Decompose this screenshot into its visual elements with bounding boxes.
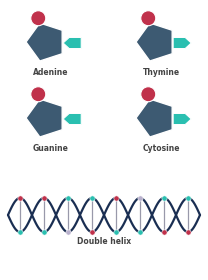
Text: Thymine: Thymine xyxy=(142,68,180,77)
Polygon shape xyxy=(136,99,172,137)
Polygon shape xyxy=(63,113,81,125)
Polygon shape xyxy=(26,23,62,61)
Text: Adenine: Adenine xyxy=(33,68,69,77)
Text: Double helix: Double helix xyxy=(77,237,131,246)
Circle shape xyxy=(141,87,156,102)
Circle shape xyxy=(31,11,46,26)
Circle shape xyxy=(141,11,156,26)
Polygon shape xyxy=(136,23,172,61)
Circle shape xyxy=(31,87,46,102)
Polygon shape xyxy=(173,113,191,125)
Polygon shape xyxy=(63,38,81,48)
Polygon shape xyxy=(26,99,62,137)
Text: Guanine: Guanine xyxy=(33,144,69,153)
Polygon shape xyxy=(173,38,191,48)
Text: Cytosine: Cytosine xyxy=(142,144,180,153)
